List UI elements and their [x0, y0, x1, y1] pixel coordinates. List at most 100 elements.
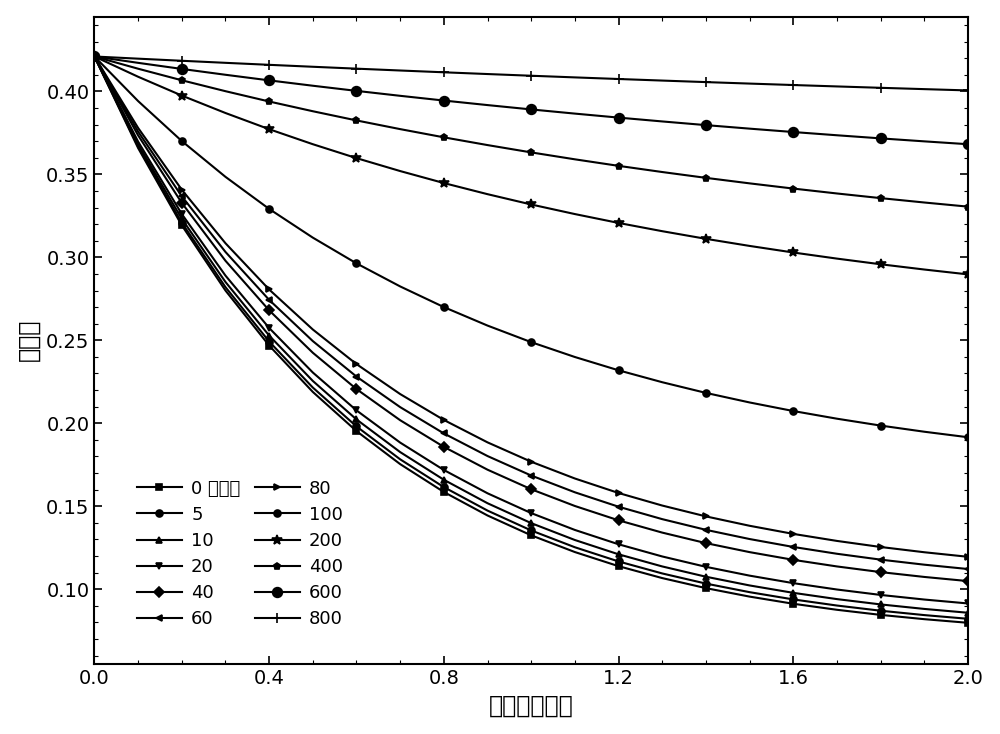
80: [656, 501, 668, 510]
400: [438, 133, 450, 142]
40: [219, 256, 231, 265]
10: [525, 519, 537, 528]
40: [482, 465, 494, 474]
200: [918, 265, 930, 274]
5: [394, 455, 406, 464]
200: [787, 248, 799, 257]
10: [350, 415, 362, 424]
800: [438, 68, 450, 76]
400: [176, 76, 188, 84]
200: [569, 210, 581, 219]
20: [176, 210, 188, 219]
400: [787, 184, 799, 193]
0 纳摩尔: [569, 548, 581, 556]
5: [875, 606, 887, 615]
800: [744, 79, 756, 88]
600: [176, 65, 188, 73]
5: [132, 142, 144, 151]
600: [350, 87, 362, 95]
100: [176, 137, 188, 145]
Line: 600: 600: [90, 51, 973, 149]
40: [656, 528, 668, 537]
5: [962, 614, 974, 623]
0 纳摩尔: [613, 562, 625, 570]
0 纳摩尔: [875, 611, 887, 619]
20: [525, 509, 537, 517]
60: [263, 296, 275, 305]
200: [350, 153, 362, 162]
0 纳摩尔: [525, 531, 537, 539]
20: [350, 406, 362, 415]
800: [569, 73, 581, 81]
5: [744, 588, 756, 597]
20: [744, 571, 756, 580]
10: [831, 595, 843, 603]
10: [132, 140, 144, 149]
60: [176, 192, 188, 200]
10: [88, 52, 100, 61]
600: [787, 128, 799, 137]
0 纳摩尔: [700, 584, 712, 592]
5: [831, 601, 843, 610]
10: [918, 605, 930, 614]
200: [88, 52, 100, 61]
800: [875, 84, 887, 92]
10: [263, 331, 275, 340]
400: [132, 65, 144, 73]
80: [831, 537, 843, 545]
200: [744, 241, 756, 250]
5: [569, 543, 581, 552]
10: [219, 277, 231, 286]
100: [88, 52, 100, 61]
80: [918, 548, 930, 556]
Legend: 0 纳摩尔, 5, 10, 20, 40, 60, 80, 100, 200, 400, 600, 800: 0 纳摩尔, 5, 10, 20, 40, 60, 80, 100, 200, …: [130, 473, 350, 636]
5: [525, 526, 537, 535]
600: [831, 131, 843, 139]
400: [700, 173, 712, 182]
600: [525, 105, 537, 114]
600: [263, 76, 275, 84]
600: [307, 81, 319, 90]
800: [525, 71, 537, 80]
40: [132, 131, 144, 139]
5: [88, 52, 100, 61]
60: [656, 515, 668, 523]
800: [656, 76, 668, 85]
60: [438, 429, 450, 437]
100: [263, 205, 275, 214]
0 纳摩尔: [132, 144, 144, 153]
100: [656, 378, 668, 387]
600: [918, 137, 930, 146]
10: [394, 448, 406, 457]
800: [88, 52, 100, 61]
40: [88, 52, 100, 61]
800: [962, 86, 974, 95]
5: [918, 611, 930, 619]
800: [918, 84, 930, 93]
40: [875, 567, 887, 576]
100: [307, 233, 319, 242]
800: [176, 57, 188, 65]
40: [394, 415, 406, 424]
800: [350, 65, 362, 73]
Line: 10: 10: [91, 53, 971, 617]
400: [88, 52, 100, 61]
800: [219, 59, 231, 68]
400: [525, 148, 537, 157]
60: [613, 502, 625, 511]
10: [656, 562, 668, 571]
400: [350, 116, 362, 125]
100: [875, 421, 887, 430]
100: [350, 259, 362, 268]
20: [613, 540, 625, 549]
100: [613, 366, 625, 374]
Line: 20: 20: [91, 53, 971, 607]
Line: 100: 100: [91, 53, 971, 440]
60: [962, 564, 974, 573]
10: [787, 589, 799, 597]
10: [613, 550, 625, 559]
5: [787, 595, 799, 604]
80: [787, 529, 799, 538]
20: [700, 562, 712, 571]
60: [569, 488, 581, 497]
